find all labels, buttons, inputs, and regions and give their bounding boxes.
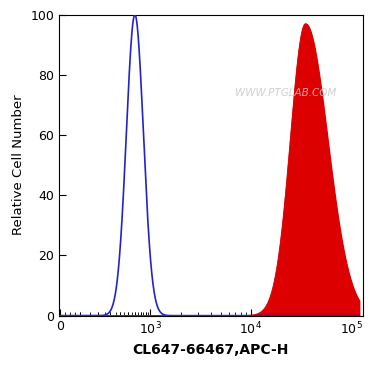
Text: WWW.PTGLAB.COM: WWW.PTGLAB.COM — [235, 88, 337, 98]
Y-axis label: Relative Cell Number: Relative Cell Number — [12, 95, 25, 236]
X-axis label: CL647-66467,APC-H: CL647-66467,APC-H — [133, 343, 289, 357]
